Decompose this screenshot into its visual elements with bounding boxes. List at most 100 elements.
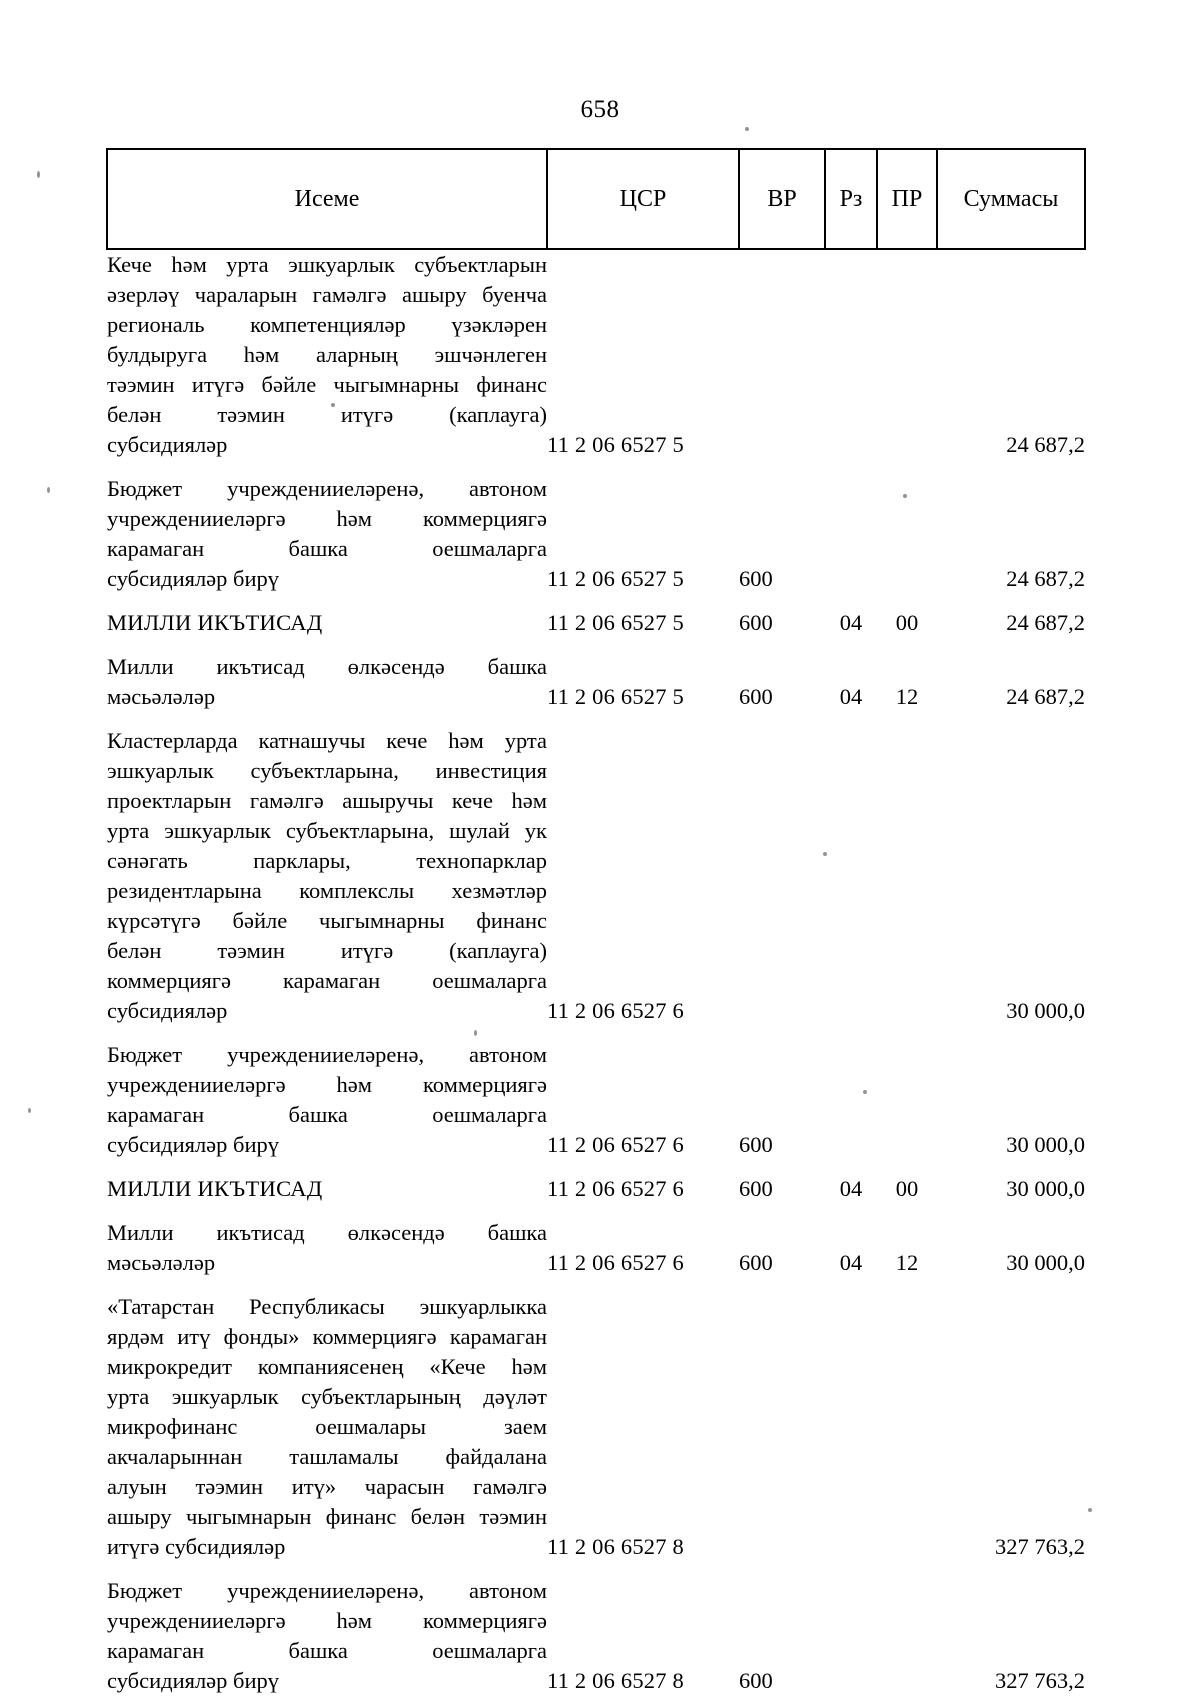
column-header-csr: ЦСР [546, 148, 740, 250]
column-header-sum: Суммасы [936, 148, 1086, 250]
cell-rz [825, 726, 877, 1026]
name-line: субсидияләр бирү [107, 1668, 280, 1693]
page-number: 658 [580, 96, 620, 123]
name-line: акчаларыннан ташламалы файдалана [107, 1444, 547, 1469]
name-line: мәсьәләләр [107, 1250, 216, 1275]
table-row: МИЛЛИ ИКЪТИСАД 11 2 06 6527 6 600 04 00 30 00… [107, 1174, 1085, 1204]
cell-sum: 30 000,0 [1006, 1176, 1085, 1201]
name-line: әзерләү чараларын гамәлгә ашыру буенча [107, 282, 547, 307]
cell-rz: 04 [839, 684, 863, 709]
cell-sum: 327 763,2 [995, 1668, 1085, 1693]
name-line: учрежденииеләргә һәм коммерциягә [107, 506, 547, 531]
row-spacer-cell [107, 1026, 1085, 1040]
cell-name: Милли икътисад өлкәсендә башка мәсьәләләр [107, 1218, 547, 1278]
table-row: Милли икътисад өлкәсендә башка мәсьәләләр… [107, 652, 1085, 712]
row-spacer [107, 460, 1085, 474]
cell-pr [877, 474, 937, 594]
cell-vr: 600 [739, 684, 773, 709]
name-line: итүгә субсидияләр [107, 1534, 286, 1559]
cell-rz [825, 249, 877, 460]
cell-sum: 30 000,0 [1006, 1250, 1085, 1275]
scan-speck [863, 1090, 867, 1094]
scan-speck [331, 403, 335, 407]
row-spacer-cell [107, 712, 1085, 726]
name-line: субсидияләр бирү [107, 1132, 280, 1157]
cell-csr: 11 2 06 6527 8 [547, 1668, 684, 1693]
name-line: региональ компетенцияләр үзәкләрен [107, 312, 547, 337]
name-line: «Татарстан Республикасы эшкуарлыкка [107, 1294, 547, 1319]
cell-sum: 24 687,2 [1006, 432, 1085, 457]
cell-vr: 600 [739, 566, 773, 591]
name-line: карамаган башка оешмаларга [107, 1638, 547, 1663]
cell-vr: 600 [739, 610, 773, 635]
scan-speck [47, 487, 50, 493]
name-line: алуын тәэмин итү» чарасын гамәлгә [107, 1474, 547, 1499]
row-spacer-cell [107, 1278, 1085, 1292]
name-line: булдыруга һәм аларның эшчәнлеген [107, 342, 547, 367]
table-body: Кече һәм урта эшкуарлык субъектларын әзер… [107, 249, 1085, 1696]
name-line: Кластерларда катнашучы кече һәм урта [107, 728, 547, 753]
cell-sum: 30 000,0 [1006, 1132, 1085, 1157]
row-spacer-cell [107, 1204, 1085, 1218]
name-line: микрокредит компаниясенең «Кече һәм [107, 1354, 547, 1379]
cell-name: Бюджет учрежденииеләренә, автоном учрежде… [107, 474, 547, 594]
name-line: белән тәэмин итүгә (каплауга) [107, 938, 547, 963]
header-row: Исеме ЦСР ВР Рз ПР Суммасы [106, 148, 1086, 250]
cell-pr: 00 [895, 1176, 919, 1201]
name-line: субсидияләр [107, 998, 228, 1023]
cell-csr: 11 2 06 6527 5 [547, 684, 684, 709]
cell-name: Бюджет учрежденииеләренә, автоном учрежде… [107, 1576, 547, 1696]
scan-speck [37, 171, 40, 178]
name-line: проектларын гамәлгә ашыручы кече һәм [107, 788, 547, 813]
name-line: субсидияләр [107, 432, 228, 457]
name-line: эшкуарлык субъектларына, инвестиция [107, 758, 547, 783]
cell-name: Кластерларда катнашучы кече һәм урта эшку… [107, 726, 547, 1026]
cell-vr: 600 [739, 1132, 773, 1157]
name-line: учрежденииеләргә һәм коммерциягә [107, 1608, 547, 1633]
row-spacer [107, 1160, 1085, 1174]
cell-rz [825, 1576, 877, 1696]
cell-csr: 11 2 06 6527 5 [547, 566, 684, 591]
column-header-vr: ВР [738, 148, 826, 250]
name-line: микрофинанс оешмалары заем [107, 1414, 547, 1439]
name-line: карамаган башка оешмаларга [107, 536, 547, 561]
scan-speck [1088, 1508, 1092, 1512]
name-line: Кече һәм урта эшкуарлык субъектларын [107, 252, 547, 277]
cell-pr [877, 726, 937, 1026]
table-row: «Татарстан Республикасы эшкуарлыкка ярдәм… [107, 1292, 1085, 1562]
cell-csr: 11 2 06 6527 8 [547, 1534, 684, 1559]
cell-sum: 24 687,2 [1006, 684, 1085, 709]
name-line: субсидияләр бирү [107, 566, 280, 591]
cell-csr: 11 2 06 6527 6 [547, 1250, 684, 1275]
document-page: 658 Исеме ЦСР ВР Рз ПР Суммасы Кече һәм … [28, 96, 1092, 1693]
cell-rz [825, 474, 877, 594]
name-line: МИЛЛИ ИКЪТИСАД [107, 1176, 323, 1201]
name-line: тәэмин итүгә бәйле чыгымнарны финанс [107, 372, 547, 397]
name-line: ярдәм итү фонды» коммерциягә карамаган [107, 1324, 547, 1349]
cell-pr: 00 [895, 610, 919, 635]
name-line: карамаган башка оешмаларга [107, 1102, 547, 1127]
name-line: мәсьәләләр [107, 684, 216, 709]
cell-rz: 04 [839, 1250, 863, 1275]
scan-speck [474, 1030, 477, 1036]
cell-rz [825, 1040, 877, 1160]
name-line: МИЛЛИ ИКЪТИСАД [107, 610, 323, 635]
cell-csr: 11 2 06 6527 5 [547, 432, 684, 457]
cell-vr [739, 249, 825, 460]
cell-vr [739, 726, 825, 1026]
cell-name: МИЛЛИ ИКЪТИСАД [107, 608, 547, 638]
cell-rz: 04 [839, 1176, 863, 1201]
row-spacer [107, 1562, 1085, 1576]
table-row: Бюджет учрежденииеләренә, автоном учрежде… [107, 1576, 1085, 1696]
cell-name: «Татарстан Республикасы эшкуарлыкка ярдәм… [107, 1292, 547, 1562]
cell-pr [877, 1576, 937, 1696]
row-spacer-cell [107, 1160, 1085, 1174]
cell-csr: 11 2 06 6527 6 [547, 1176, 684, 1201]
column-header-pr: ПР [876, 148, 938, 250]
scan-speck [823, 852, 827, 856]
row-spacer [107, 1204, 1085, 1218]
row-spacer-cell [107, 594, 1085, 608]
column-header-name: Исеме [106, 148, 548, 250]
cell-vr: 600 [739, 1250, 773, 1275]
cell-rz [825, 1292, 877, 1562]
